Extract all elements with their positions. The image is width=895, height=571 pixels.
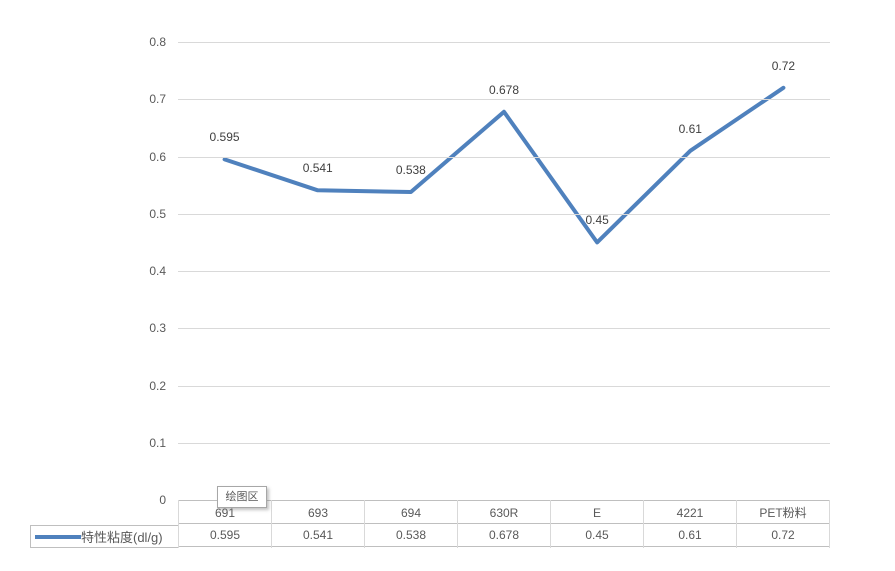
data-label: 0.595 (209, 130, 240, 145)
plot-area-tooltip-text: 绘图区 (225, 491, 259, 503)
gridline (178, 42, 830, 43)
gridline (178, 271, 830, 272)
series-line[interactable] (222, 85, 786, 245)
legend[interactable]: 特性粘度(dl/g) (30, 525, 178, 548)
gridline (178, 99, 830, 101)
y-axis-tick-label: 0.1 (149, 435, 166, 450)
legend-label: 特性粘度(dl/g) (81, 530, 163, 545)
plot-area[interactable]: 0.595 0.541 0.538 0.678 0.45 0.61 0.72 (178, 42, 830, 500)
table-value-cell: 0.61 (644, 524, 736, 547)
gridline (178, 442, 830, 444)
y-axis-tick-label: 0.6 (149, 149, 166, 164)
table-value-cell: 0.678 (458, 524, 550, 547)
y-axis-tick-label: 0 (159, 493, 166, 507)
data-label: 0.541 (302, 161, 333, 176)
data-label: 0.678 (488, 82, 520, 97)
gridline (178, 385, 830, 387)
y-axis-tick-label: 0.4 (149, 264, 166, 278)
table-column: 693 0.541 (271, 500, 364, 548)
table-value-cell: 0.45 (551, 524, 643, 547)
gridline (178, 156, 830, 158)
table-category-header: 694 (365, 500, 457, 524)
chart-data-table[interactable]: 特性粘度(dl/g) 691 0.595 693 0.541 694 0.538 630R 0… (30, 500, 830, 548)
y-axis-tick-label: 0.5 (149, 206, 166, 221)
gridline (178, 328, 830, 330)
gridline (178, 213, 830, 215)
table-column: 694 0.538 (364, 500, 457, 548)
table-column: E 0.45 (550, 500, 643, 548)
table-value-cell: 0.595 (179, 524, 271, 547)
table-value-cell: 0.538 (365, 524, 457, 547)
table-category-header: 4221 (644, 500, 736, 524)
table-category-header: E (551, 500, 643, 524)
y-axis-tick-label: 0.2 (149, 378, 166, 393)
data-table-columns: 691 0.595 693 0.541 694 0.538 630R 0.678 E 0.45 42… (178, 500, 830, 548)
data-label: 0.61 (678, 121, 702, 136)
plot-area-tooltip: 绘图区 (217, 486, 267, 508)
table-column: 630R 0.678 (457, 500, 550, 548)
data-label: 0.538 (395, 162, 426, 177)
legend-line-marker-icon (35, 534, 81, 539)
y-axis-tick-label: 0.8 (149, 35, 166, 49)
table-category-header: 630R (458, 500, 550, 524)
table-category-header: 693 (272, 500, 364, 524)
data-label: 0.45 (585, 213, 609, 228)
table-value-cell: 0.72 (737, 524, 829, 547)
y-axis-tick-label: 0.7 (149, 92, 166, 107)
table-column: 4221 0.61 (643, 500, 736, 548)
table-category-header: PET粉料 (737, 500, 829, 524)
table-value-cell: 0.541 (272, 524, 364, 547)
series-svg (222, 85, 786, 245)
data-label: 0.72 (771, 58, 796, 73)
table-column: PET粉料 0.72 (736, 500, 830, 548)
y-axis-tick-label: 0.3 (149, 321, 166, 336)
